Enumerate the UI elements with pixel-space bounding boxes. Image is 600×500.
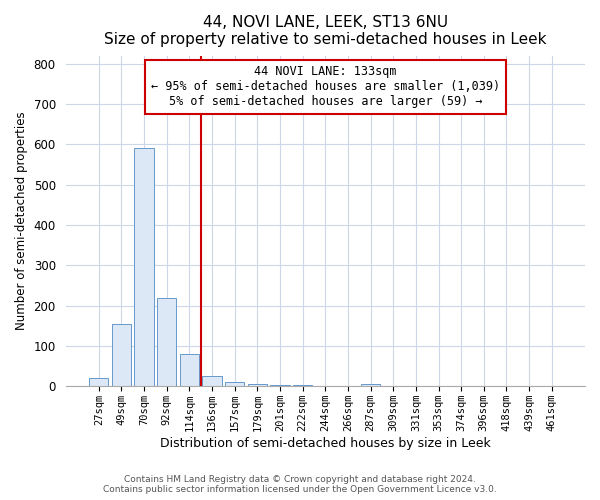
Bar (202, 376, 221, 386)
Bar (361, 384, 380, 386)
X-axis label: Distribution of semi-detached houses by size in Leek: Distribution of semi-detached houses by … (160, 437, 491, 450)
Title: 44, NOVI LANE, LEEK, ST13 6NU
Size of property relative to semi-detached houses : 44, NOVI LANE, LEEK, ST13 6NU Size of pr… (104, 15, 547, 48)
Bar (271, 385, 290, 386)
Bar (89, 378, 109, 386)
Bar (157, 298, 176, 386)
Bar (248, 384, 267, 386)
Bar (180, 354, 199, 386)
Bar (134, 148, 154, 386)
Text: Contains HM Land Registry data © Crown copyright and database right 2024.
Contai: Contains HM Land Registry data © Crown c… (103, 475, 497, 494)
Y-axis label: Number of semi-detached properties: Number of semi-detached properties (15, 112, 28, 330)
Bar (112, 324, 131, 386)
Text: 44 NOVI LANE: 133sqm
← 95% of semi-detached houses are smaller (1,039)
5% of sem: 44 NOVI LANE: 133sqm ← 95% of semi-detac… (151, 66, 500, 108)
Bar (225, 382, 244, 386)
